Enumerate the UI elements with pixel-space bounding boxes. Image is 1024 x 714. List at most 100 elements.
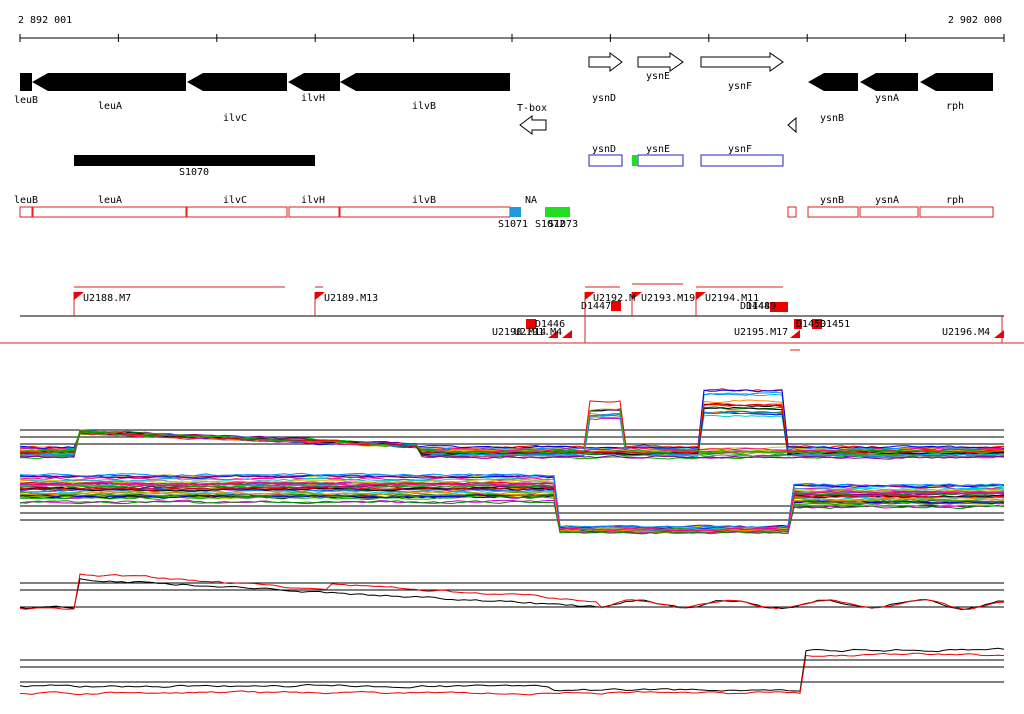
label: ilvH [301,195,325,206]
flag [632,292,642,300]
trace [19,391,1005,451]
trace [19,472,1005,529]
flag [812,319,822,329]
label: D1448 [740,301,770,312]
flag [994,330,1004,338]
gene-arrow [20,73,32,91]
label: ysnD [592,93,616,104]
trace [19,647,1005,692]
label: ilvC [223,195,247,206]
label: D1446 [535,319,565,330]
annotation-box [787,206,797,218]
label: ysnB [820,113,844,124]
flag [696,292,706,300]
label: ilvB [412,101,436,112]
trace [19,479,1005,531]
annotation-box [288,206,340,218]
label: ilvB [412,195,436,206]
trace [19,573,1005,611]
label: U2188.M7 [83,293,131,304]
trace [19,477,1005,531]
flag [526,319,536,329]
label: ysnF [728,144,752,155]
label: S1070 [179,167,209,178]
label: U2189.M13 [324,293,378,304]
label: D1450 [796,319,826,330]
annotation-box [339,206,511,218]
label: rph [946,101,964,112]
flag [548,330,558,338]
trace [19,500,1005,535]
label: ilvC [223,113,247,124]
trace [19,494,1005,534]
gene-arrow [588,52,623,72]
flag [790,330,800,338]
gene-arrows [20,73,993,91]
label: ysnE [646,71,670,82]
annotation-track [19,206,994,218]
label: ysnA [875,195,899,206]
label: U2195.M17 [734,327,788,338]
label: S1071 [498,219,528,230]
open-arrows [519,52,797,135]
annotation-box [807,206,859,218]
trace [19,388,1005,450]
trace [19,652,1005,696]
label: ysnD [592,144,616,155]
flag [770,302,788,312]
trace [19,392,1005,452]
label: S1073 [548,219,578,230]
box-track [588,154,784,167]
box [632,155,638,166]
label: NA [525,195,537,206]
label: D1449 [746,301,776,312]
label: D1447 [581,301,611,312]
gene-arrow [519,115,547,135]
flag [611,301,621,311]
tracks [0,37,1024,696]
box [588,154,623,167]
label: T-box [517,103,547,114]
trace [19,399,1005,454]
label: rph [946,195,964,206]
label: ysnF [728,81,752,92]
trace [19,481,1005,532]
label: leuA [98,101,122,112]
flag [74,292,84,300]
annotation-box [919,206,994,218]
label: U2192.M [593,293,635,304]
label: ysnE [646,144,670,155]
label: 2 902 000 [948,15,1002,26]
label: U2193.M19 [641,293,695,304]
gene-arrow [860,73,918,91]
gene-arrow [187,73,287,91]
label: U2196.M4 [942,327,990,338]
gene-arrow [808,73,858,91]
flag [562,330,572,338]
label: leuB [14,195,38,206]
gene-arrow [340,73,510,91]
annotation-box [859,206,919,218]
label: U2191.M4 [514,327,562,338]
annotation-box [32,206,187,218]
flag [585,292,595,300]
label: D1451 [820,319,850,330]
gene-arrow [288,73,340,91]
gene-arrow [920,73,993,91]
flags [74,292,1004,338]
label: leuB [14,95,38,106]
label: U2194.M11 [705,293,759,304]
label: 2 892 001 [18,15,72,26]
segment-box [545,207,570,217]
region-bar [74,155,315,166]
trace [19,486,1005,532]
trace [20,483,1005,532]
transcript-spans [73,283,1003,351]
box [700,154,784,167]
box [637,154,684,167]
gene-arrow [32,73,186,91]
gene-arrow [787,116,797,134]
expression-traces [19,388,1005,696]
label: U2190.M14 [492,327,546,338]
